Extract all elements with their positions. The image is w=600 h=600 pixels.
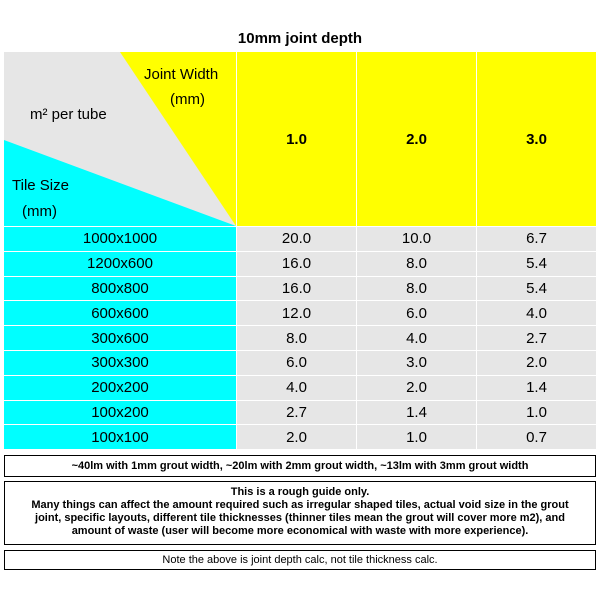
value-cell: 2.7 xyxy=(476,325,596,350)
value-cell: 4.0 xyxy=(356,325,476,350)
value-cell: 6.7 xyxy=(476,226,596,251)
title: 10mm joint depth xyxy=(237,30,363,47)
note-line: Many things can affect the amount requir… xyxy=(31,499,569,511)
value-cell: 2.0 xyxy=(476,350,596,375)
row-label: 100x200 xyxy=(4,399,236,425)
value-cell: 16.0 xyxy=(236,275,356,301)
value-cell: 3.0 xyxy=(356,350,476,375)
corner-label: m² per tube xyxy=(30,106,107,123)
corner-yellow xyxy=(120,52,236,226)
note-line: This is a rough guide only. xyxy=(230,486,370,498)
value-cell: 8.0 xyxy=(356,275,476,301)
value-cell: 1.0 xyxy=(356,424,476,450)
tile-size: Tile Size xyxy=(12,177,69,194)
value-cell: 1.4 xyxy=(356,399,476,425)
corner-cyan xyxy=(4,140,236,226)
joint-width: Joint Width xyxy=(144,66,219,83)
note: Note the above is joint depth calc, not … xyxy=(4,550,596,570)
value-cell: 10.0 xyxy=(356,226,476,251)
joint-width-unit: (mm) xyxy=(170,91,205,108)
value-cell: 2.0 xyxy=(356,374,476,400)
value-cell: 6.0 xyxy=(236,350,356,375)
value-cell: 0.7 xyxy=(476,424,596,450)
row-label: 300x300 xyxy=(4,350,236,375)
row-label: 1200x600 xyxy=(4,250,236,276)
tile-size-unit: (mm) xyxy=(22,203,57,220)
row-label: 800x800 xyxy=(4,275,236,301)
value-cell: 16.0 xyxy=(236,250,356,276)
row-label: 200x200 xyxy=(4,374,236,400)
corner-cell xyxy=(4,52,236,226)
note-line: amount of waste (user will become more e… xyxy=(71,525,529,537)
value-cell: 1.0 xyxy=(476,399,596,425)
column-header: 3.0 xyxy=(476,52,596,226)
note-line: joint, specific layouts, different tile … xyxy=(35,512,565,524)
value-cell: 12.0 xyxy=(236,300,356,326)
value-cell: 5.4 xyxy=(476,250,596,276)
value-cell: 1.4 xyxy=(476,374,596,400)
value-cell: 8.0 xyxy=(356,250,476,276)
value-cell: 5.4 xyxy=(476,275,596,301)
column-header: 2.0 xyxy=(356,52,476,226)
value-cell: 2.0 xyxy=(236,424,356,450)
note: ~40lm with 1mm grout width, ~20lm with 2… xyxy=(4,455,596,477)
value-cell: 8.0 xyxy=(236,325,356,350)
row-label: 300x600 xyxy=(4,325,236,350)
column-header: 1.0 xyxy=(236,52,356,226)
row-label: 100x100 xyxy=(4,424,236,450)
value-cell: 4.0 xyxy=(236,374,356,400)
row-label: 600x600 xyxy=(4,300,236,326)
value-cell: 4.0 xyxy=(476,300,596,326)
note-box: This is a rough guide only. Many things c… xyxy=(4,481,596,545)
row-label: 1000x1000 xyxy=(4,226,236,251)
value-cell: 20.0 xyxy=(236,226,356,251)
value-cell: 2.7 xyxy=(236,399,356,425)
value-cell: 6.0 xyxy=(356,300,476,326)
